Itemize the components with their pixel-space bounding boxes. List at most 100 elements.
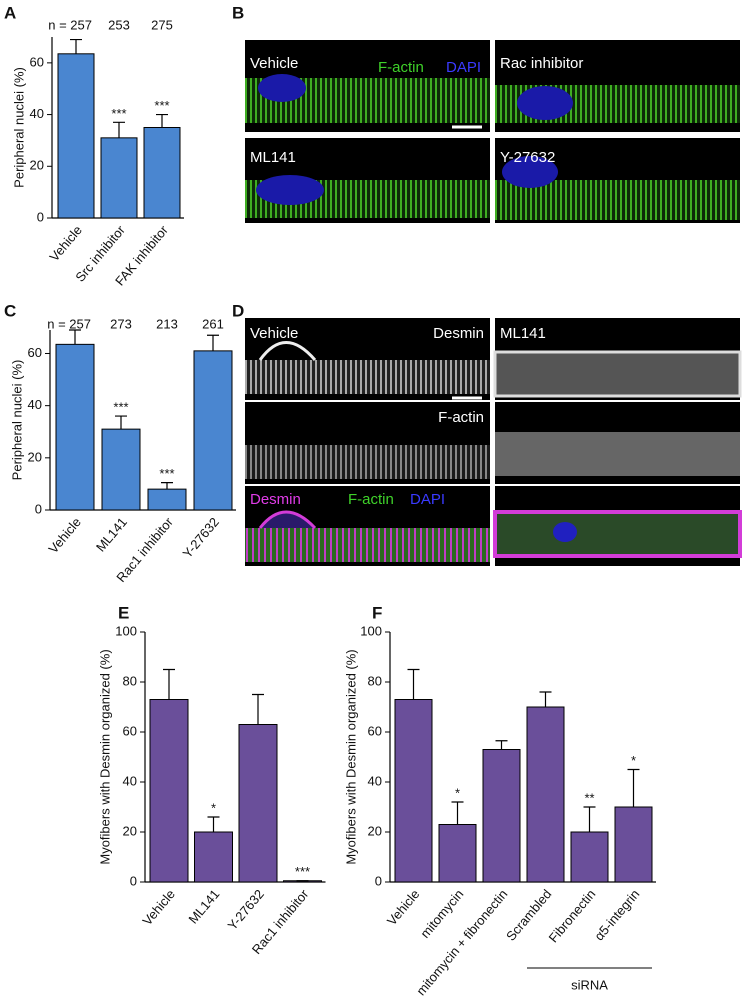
error-bar — [407, 668, 420, 700]
y-tick-label: 20 — [30, 158, 44, 173]
significance-label: * — [211, 800, 216, 815]
bar — [101, 428, 141, 511]
n-label: 253 — [108, 17, 130, 32]
y-tick-label: 40 — [28, 397, 42, 412]
y-tick-label: 0 — [375, 873, 382, 888]
error-bar — [539, 691, 552, 707]
panel-letter: D — [232, 301, 244, 320]
significance-label: *** — [154, 98, 169, 113]
stain-label: Desmin — [250, 491, 301, 508]
fiber — [493, 350, 742, 398]
image-label: Vehicle — [250, 325, 298, 342]
x-tick-label: mitomycin + fibronectin — [413, 886, 510, 998]
nucleus — [502, 156, 558, 188]
significance-label: *** — [113, 400, 128, 415]
x-tick-label: Vehicle — [384, 886, 422, 928]
bar — [57, 53, 95, 219]
error-bar — [113, 121, 125, 138]
stain-label: F-actin — [438, 409, 484, 426]
nucleus — [256, 175, 324, 205]
stain-label: DAPI — [446, 59, 481, 76]
y-tick-label: 80 — [123, 673, 137, 688]
stain-label: DAPI — [410, 491, 445, 508]
error-bar — [69, 329, 81, 345]
n-label: 275 — [151, 17, 173, 32]
error-bar — [252, 693, 264, 725]
y-tick-label: 80 — [368, 673, 382, 688]
error-bar — [156, 113, 168, 128]
y-tick-label: 0 — [35, 501, 42, 516]
x-tick-label: Y-27632 — [225, 886, 267, 932]
significance-label: *** — [111, 106, 126, 121]
stain-label: Desmin — [433, 325, 484, 342]
y-tick-label: 40 — [30, 106, 44, 121]
bar — [149, 699, 189, 883]
y-tick-label: 20 — [123, 823, 137, 838]
y-axis-label: Peripheral nuclei (%) — [9, 360, 24, 481]
error-bar — [583, 806, 596, 832]
y-tick-label: 60 — [28, 345, 42, 360]
y-tick-label: 60 — [368, 723, 382, 738]
error-bar — [115, 415, 127, 430]
image-label: Rac inhibitor — [500, 55, 583, 72]
fiber — [245, 528, 490, 562]
y-tick-label: 40 — [368, 773, 382, 788]
x-tick-label: Vehicle — [45, 514, 83, 556]
fiber — [245, 360, 490, 394]
bar — [570, 831, 609, 883]
significance-label: * — [631, 753, 636, 768]
panel-letter: C — [4, 301, 16, 320]
x-tick-label: Vehicle — [46, 222, 84, 264]
y-tick-label: 0 — [37, 209, 44, 224]
panel-letter: E — [118, 603, 129, 622]
error-bar — [207, 334, 219, 351]
error-bar — [627, 768, 640, 807]
stain-label: F-actin — [348, 491, 394, 508]
panel-letter: B — [232, 3, 244, 22]
y-tick-label: 40 — [123, 773, 137, 788]
panel-b: B Vehicle F-actin DAPI Rac inhibitor ML1… — [232, 3, 740, 223]
x-tick-label: α5-integrin — [591, 886, 642, 943]
nucleus — [553, 522, 577, 542]
y-axis-label: Peripheral nuclei (%) — [11, 67, 26, 188]
bar — [482, 749, 521, 883]
y-tick-label: 0 — [130, 873, 137, 888]
image-label: Vehicle — [250, 55, 298, 72]
y-axis-label: Myofibers with Desmin organized (%) — [97, 649, 112, 864]
panel-letter: F — [372, 603, 382, 622]
fiber — [493, 510, 742, 558]
significance-label: ** — [584, 790, 594, 805]
error-bar — [495, 740, 508, 750]
error-bar — [207, 816, 220, 832]
image-label: ML141 — [250, 149, 296, 166]
fiber — [245, 445, 490, 479]
membrane — [258, 510, 317, 530]
significance-label: *** — [295, 864, 310, 879]
significance-label: * — [455, 785, 460, 800]
n-label: n = 257 — [47, 316, 91, 331]
y-tick-label: 100 — [115, 623, 137, 638]
error-bar — [451, 801, 464, 825]
significance-label: *** — [159, 466, 174, 481]
stain-label: F-actin — [378, 59, 424, 76]
bracket-label: siRNA — [571, 977, 608, 992]
bar — [394, 699, 433, 883]
y-tick-label: 20 — [368, 823, 382, 838]
x-tick-label: ML141 — [185, 886, 222, 926]
y-tick-label: 60 — [123, 723, 137, 738]
bar — [193, 350, 233, 511]
nucleus — [517, 86, 573, 120]
image-label: Y-27632 — [500, 149, 555, 166]
bar — [194, 831, 233, 883]
y-axis-label: Myofibers with Desmin organized (%) — [343, 649, 358, 864]
n-label: 273 — [110, 316, 132, 331]
bar — [143, 127, 181, 219]
y-tick-label: 100 — [360, 623, 382, 638]
bar — [100, 137, 138, 219]
bar — [526, 706, 565, 883]
panel-letter: A — [4, 3, 16, 22]
error-bar — [161, 482, 173, 490]
bar — [238, 724, 278, 883]
